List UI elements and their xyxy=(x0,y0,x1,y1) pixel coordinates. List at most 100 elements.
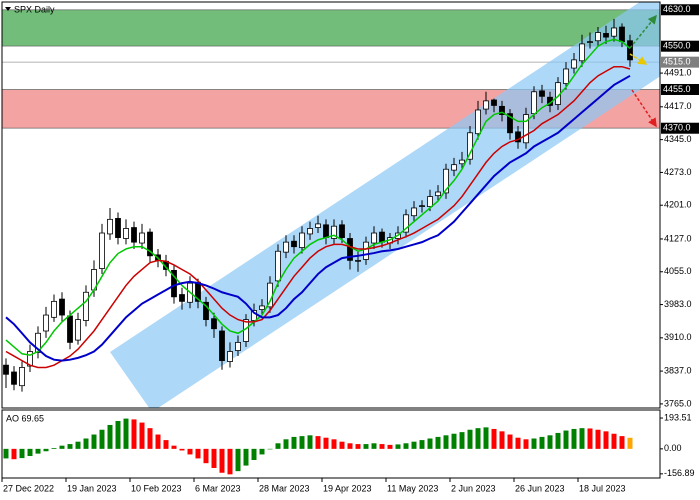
candle-body xyxy=(251,310,257,321)
ao-bar xyxy=(323,437,329,449)
ao-bar xyxy=(163,440,169,449)
ao-bar xyxy=(283,439,289,449)
zone xyxy=(2,9,660,47)
candle-body xyxy=(259,305,265,310)
ao-bar xyxy=(187,448,193,455)
ao-bar xyxy=(571,428,577,449)
candle-body xyxy=(451,164,457,171)
candle-body xyxy=(467,132,473,160)
candle-body xyxy=(35,332,41,353)
ao-panel xyxy=(3,418,633,475)
ao-bar xyxy=(243,448,249,466)
main-panel xyxy=(2,2,660,408)
candle-body xyxy=(483,100,489,110)
candle-body xyxy=(27,351,33,367)
y-tick-label: 3765.0 xyxy=(664,398,692,408)
ao-bar xyxy=(27,448,33,457)
x-tick-label: 10 Feb 2023 xyxy=(131,483,182,493)
x-tick-label: 26 Jun 2023 xyxy=(515,483,565,493)
candle-body xyxy=(283,241,289,253)
candle-body xyxy=(523,114,529,144)
ao-bar xyxy=(115,420,121,449)
ao-bar xyxy=(107,424,113,449)
ao-bar xyxy=(299,436,305,449)
ao-bar xyxy=(203,448,209,464)
candle-body xyxy=(235,341,241,351)
candle-body xyxy=(459,159,465,165)
ao-bar xyxy=(251,448,257,461)
candle-body xyxy=(491,99,497,106)
candle-body xyxy=(211,318,217,330)
ao-bar xyxy=(131,419,137,449)
candle-body xyxy=(515,131,521,143)
ao-bar xyxy=(555,432,561,449)
level-label: 4515.0 xyxy=(663,57,691,67)
ao-bar xyxy=(395,444,401,449)
ao-bar xyxy=(419,440,425,449)
ao-frame xyxy=(1,409,661,479)
candle-body xyxy=(171,269,177,298)
ao-bar xyxy=(507,434,513,449)
moving-averages xyxy=(5,38,631,369)
ao-bar xyxy=(83,438,89,449)
candle-body xyxy=(627,40,633,61)
candle-body xyxy=(275,250,281,282)
candle-body xyxy=(19,367,25,387)
y-tick-label: -156.89 xyxy=(664,468,695,478)
y-tick-label: 0.00 xyxy=(664,443,682,453)
candle-body xyxy=(443,168,449,194)
ao-bar xyxy=(347,443,353,449)
level-label: 4455.0 xyxy=(663,84,691,94)
candle-body xyxy=(355,259,361,262)
ao-bar xyxy=(75,441,81,449)
ao-bar xyxy=(171,445,177,449)
x-tick-label: 18 Jul 2023 xyxy=(579,483,626,493)
ao-bar xyxy=(459,432,465,449)
candle-body xyxy=(67,315,73,343)
ao-bar xyxy=(451,433,457,449)
candle-body xyxy=(203,301,209,321)
candle-body xyxy=(411,207,417,217)
candle-body xyxy=(51,300,57,318)
ao-bar xyxy=(355,444,361,449)
level-label-box xyxy=(661,40,699,52)
y-tick-label: 4127.0 xyxy=(664,233,692,243)
x-tick-label: 11 May 2023 xyxy=(387,483,438,493)
candle-body xyxy=(291,240,297,248)
ao-bar xyxy=(59,445,65,449)
ao-bar xyxy=(123,418,129,449)
candle-body xyxy=(619,26,625,43)
ao-bar xyxy=(515,437,521,449)
candle-body xyxy=(299,232,305,249)
x-tick-label: 28 Mar 2023 xyxy=(259,483,310,493)
indicator-label: AO 69.65 xyxy=(6,413,44,423)
ao-bar xyxy=(403,443,409,449)
ao-bar xyxy=(139,422,145,449)
candle-body xyxy=(219,330,225,362)
moving-average-line xyxy=(5,74,631,362)
level-label-box xyxy=(661,56,699,68)
ao-bar xyxy=(443,435,449,449)
x-tick-label: 19 Jan 2023 xyxy=(67,483,117,493)
ao-bar xyxy=(227,448,233,475)
candle-body xyxy=(131,227,137,243)
y-tick-label: 3837.0 xyxy=(664,365,692,375)
ao-bar xyxy=(3,448,9,459)
level-label-box xyxy=(661,83,699,95)
ao-bar xyxy=(259,448,265,455)
ao-bar xyxy=(371,443,377,449)
candle-body xyxy=(107,218,113,235)
moving-average-line xyxy=(5,65,631,369)
ao-bar xyxy=(331,439,337,449)
y-tick-label: 4273.0 xyxy=(664,167,692,177)
ao-bar xyxy=(11,448,17,460)
candle-body xyxy=(611,27,617,37)
candle-body xyxy=(11,371,17,385)
ao-bar xyxy=(155,434,161,449)
candle-body xyxy=(419,205,425,207)
level-label: 4370.0 xyxy=(663,123,691,133)
candle-body xyxy=(99,232,105,269)
y-tick-label: 193.51 xyxy=(664,412,692,422)
